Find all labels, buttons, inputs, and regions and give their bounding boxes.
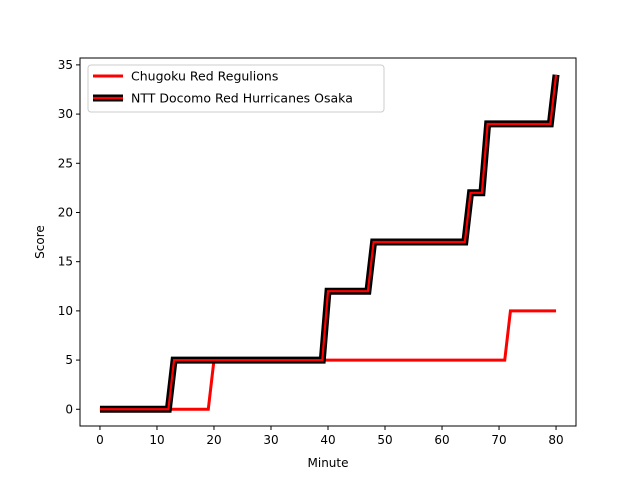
y-tick-label: 20	[58, 205, 73, 219]
y-ticks: 0 5 10 15 20 25 30 35	[58, 58, 80, 416]
y-tick-label: 30	[58, 107, 73, 121]
x-tick-label: 70	[491, 433, 506, 447]
x-tick-label: 60	[434, 433, 449, 447]
legend-label: NTT Docomo Red Hurricanes Osaka	[131, 91, 353, 106]
legend-box	[87, 64, 385, 113]
y-axis-label: Score	[33, 225, 47, 259]
y-tick-label: 0	[65, 402, 73, 416]
y-tick-label: 25	[58, 156, 73, 170]
x-tick-label: 30	[263, 433, 278, 447]
y-tick-label: 5	[65, 353, 73, 367]
x-tick-label: 0	[96, 433, 104, 447]
x-tick-label: 80	[548, 433, 563, 447]
x-tick-label: 50	[377, 433, 392, 447]
x-tick-label: 20	[206, 433, 221, 447]
series-2-line	[99, 74, 558, 411]
y-tick-label: 35	[58, 58, 73, 72]
series-2	[99, 74, 560, 413]
x-axis-label: Minute	[308, 456, 349, 470]
series-1-line	[99, 309, 557, 411]
legend-label: Chugoku Red Regulions	[131, 69, 278, 84]
x-ticks: 0 10 20 30 40 50 60 70 80	[96, 426, 564, 447]
series-1	[99, 309, 557, 411]
x-tick-label: 40	[320, 433, 335, 447]
legend: Chugoku Red Regulions NTT Docomo Red Hurr…	[87, 64, 385, 113]
y-tick-label: 15	[58, 255, 73, 269]
y-tick-label: 10	[58, 304, 73, 318]
x-tick-label: 10	[149, 433, 164, 447]
series-layer	[99, 74, 560, 413]
